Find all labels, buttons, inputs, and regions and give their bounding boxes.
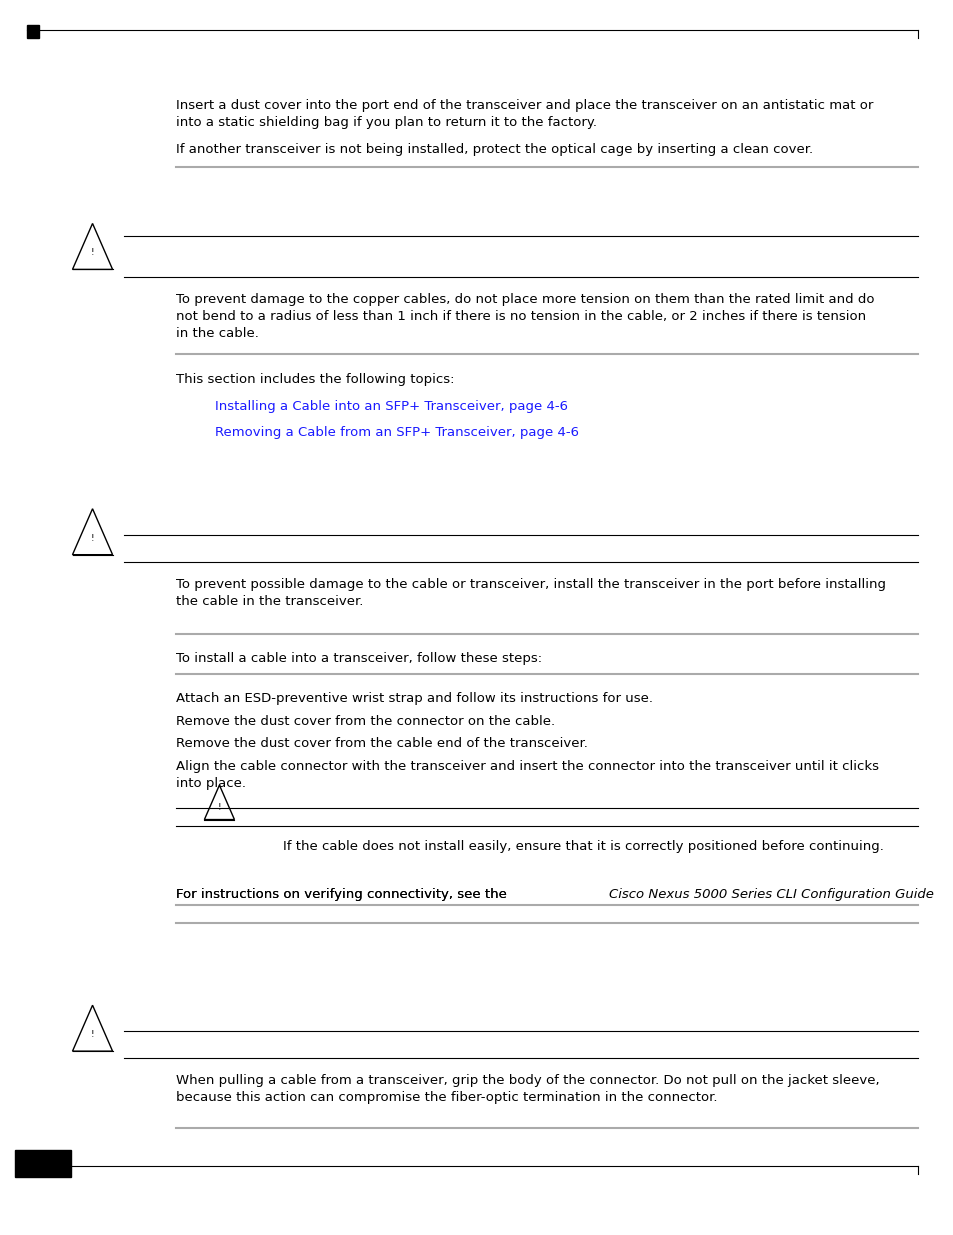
Text: !: ! (91, 248, 94, 257)
Bar (27, 26, 39, 38)
Text: To prevent possible damage to the cable or transceiver, install the transceiver : To prevent possible damage to the cable … (176, 578, 885, 608)
Text: For instructions on verifying connectivity, see the: For instructions on verifying connectivi… (176, 888, 511, 902)
Text: Insert a dust cover into the port end of the transceiver and place the transceiv: Insert a dust cover into the port end of… (176, 99, 873, 128)
Text: To prevent damage to the copper cables, do not place more tension on them than t: To prevent damage to the copper cables, … (176, 293, 874, 340)
Text: Removing a Cable from an SFP+ Transceiver, page 4-6: Removing a Cable from an SFP+ Transceive… (214, 426, 578, 440)
Text: Remove the dust cover from the cable end of the transceiver.: Remove the dust cover from the cable end… (176, 737, 588, 751)
Text: To install a cable into a transceiver, follow these steps:: To install a cable into a transceiver, f… (176, 652, 542, 666)
Text: !: ! (217, 803, 221, 811)
Text: Remove the dust cover from the connector on the cable.: Remove the dust cover from the connector… (176, 715, 555, 729)
Text: For instructions on verifying connectivity, see the: For instructions on verifying connectivi… (176, 888, 511, 902)
Text: Attach an ESD-preventive wrist strap and follow its instructions for use.: Attach an ESD-preventive wrist strap and… (176, 692, 653, 705)
Bar (15, 1150, 71, 1177)
Text: If the cable does not install easily, ensure that it is correctly positioned bef: If the cable does not install easily, en… (283, 840, 883, 853)
Text: Installing a Cable into an SFP+ Transceiver, page 4-6: Installing a Cable into an SFP+ Transcei… (214, 400, 567, 414)
Text: When pulling a cable from a transceiver, grip the body of the connector. Do not : When pulling a cable from a transceiver,… (176, 1074, 880, 1104)
Text: Cisco Nexus 5000 Series CLI Configuration Guide: Cisco Nexus 5000 Series CLI Configuratio… (608, 888, 933, 902)
Text: This section includes the following topics:: This section includes the following topi… (176, 373, 455, 387)
Text: !: ! (91, 1030, 94, 1039)
Text: !: ! (91, 534, 94, 542)
Text: Align the cable connector with the transceiver and insert the connector into the: Align the cable connector with the trans… (176, 760, 879, 789)
Text: If another transceiver is not being installed, protect the optical cage by inser: If another transceiver is not being inst… (176, 143, 813, 157)
